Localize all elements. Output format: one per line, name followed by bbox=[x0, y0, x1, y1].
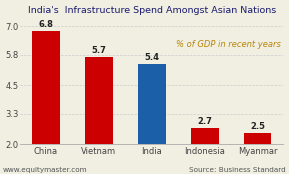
Bar bbox=[191, 128, 218, 144]
Bar bbox=[138, 64, 166, 144]
Text: 2.5: 2.5 bbox=[250, 122, 265, 131]
Bar bbox=[85, 57, 113, 144]
Title: India's  Infrastructure Spend Amongst Asian Nations: India's Infrastructure Spend Amongst Asi… bbox=[28, 6, 276, 15]
Text: 6.8: 6.8 bbox=[39, 20, 53, 29]
Text: www.equitymaster.com: www.equitymaster.com bbox=[3, 167, 88, 173]
Text: 5.4: 5.4 bbox=[144, 53, 159, 62]
Text: 2.7: 2.7 bbox=[197, 117, 212, 126]
Text: % of GDP in recent years: % of GDP in recent years bbox=[176, 40, 281, 49]
Text: Source: Business Standard: Source: Business Standard bbox=[189, 167, 286, 173]
Text: 5.7: 5.7 bbox=[92, 46, 106, 55]
Bar bbox=[244, 133, 271, 144]
Bar bbox=[32, 31, 60, 144]
